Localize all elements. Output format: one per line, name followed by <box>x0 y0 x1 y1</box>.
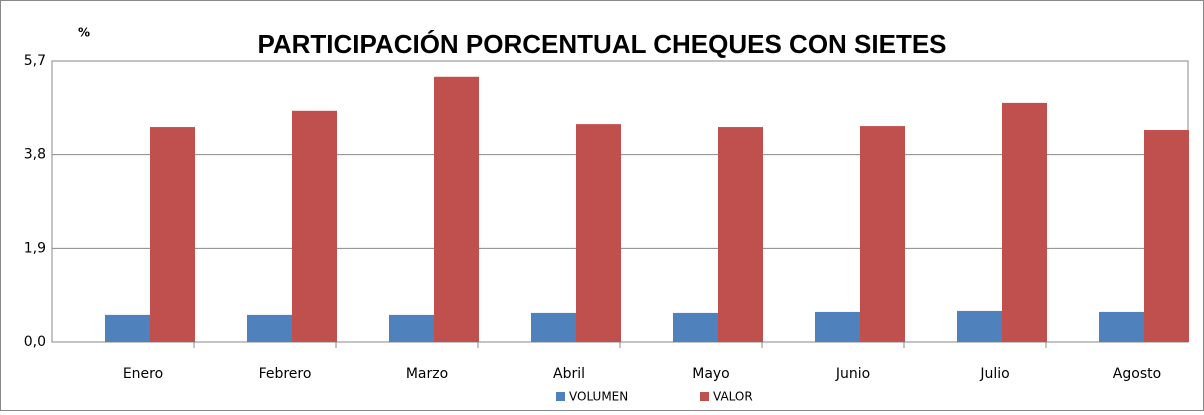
x-tick-label: Junio <box>835 366 870 382</box>
x-tick-label: Marzo <box>406 366 448 382</box>
x-tick-label: Enero <box>123 366 163 382</box>
legend-swatch <box>556 392 565 401</box>
bar <box>292 110 337 342</box>
bar <box>1099 311 1144 342</box>
y-tick-label: 1,9 <box>24 240 46 256</box>
bar <box>1002 102 1047 343</box>
y-axis-label: % <box>78 26 90 40</box>
y-tick-label: 5,7 <box>24 53 46 69</box>
bar <box>576 124 621 343</box>
chart-title: PARTICIPACIÓN PORCENTUAL CHEQUES CON SIE… <box>257 29 946 59</box>
bar <box>105 314 150 342</box>
x-tick-label: Agosto <box>1113 366 1161 382</box>
y-tick-label: 3,8 <box>24 147 46 163</box>
bar <box>718 127 763 342</box>
bar <box>389 314 434 342</box>
bar <box>860 126 905 342</box>
x-tick-label: Julio <box>979 366 1009 382</box>
bar <box>434 76 479 342</box>
x-tick-label: Febrero <box>259 366 312 382</box>
legend-swatch <box>700 392 709 401</box>
bar <box>815 311 860 342</box>
bar <box>531 312 576 342</box>
legend-label: VALOR <box>713 390 753 404</box>
bar <box>150 127 195 342</box>
bar <box>247 314 292 342</box>
bar <box>1144 130 1189 342</box>
x-tick-label: Abril <box>553 366 585 382</box>
x-tick-label: Mayo <box>692 366 730 382</box>
bar <box>673 312 718 342</box>
legend-label: VOLUMEN <box>569 390 628 404</box>
y-tick-label: 0,0 <box>24 334 46 350</box>
bar <box>957 310 1002 342</box>
